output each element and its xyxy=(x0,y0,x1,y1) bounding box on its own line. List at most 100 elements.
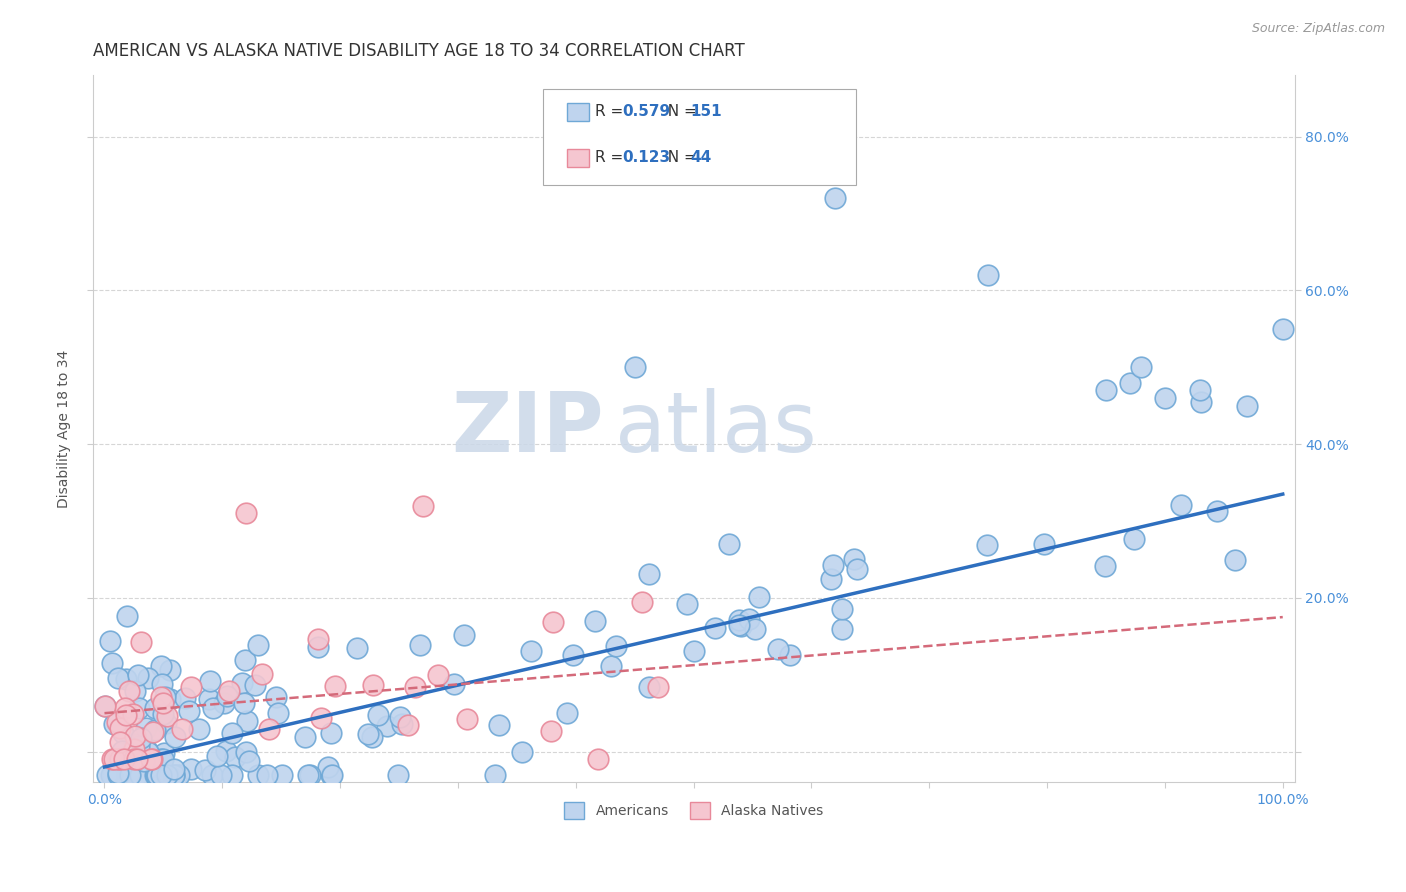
Y-axis label: Disability Age 18 to 34: Disability Age 18 to 34 xyxy=(58,350,72,508)
Point xyxy=(630,595,652,609)
Point xyxy=(110,744,132,758)
Point xyxy=(264,690,287,704)
Point xyxy=(738,612,761,626)
Point xyxy=(150,752,173,766)
Text: R =: R = xyxy=(595,151,633,165)
Point xyxy=(149,767,172,781)
Point xyxy=(356,727,378,741)
Point xyxy=(557,706,579,720)
Point xyxy=(122,741,145,756)
Point xyxy=(212,697,235,711)
Point xyxy=(180,762,202,776)
Point xyxy=(1189,384,1212,398)
Point xyxy=(93,698,115,713)
Point xyxy=(201,701,224,715)
Point xyxy=(172,723,194,737)
Point xyxy=(730,619,752,633)
Point xyxy=(1189,394,1212,409)
Point xyxy=(107,767,129,781)
Point xyxy=(1122,532,1144,546)
Text: Source: ZipAtlas.com: Source: ZipAtlas.com xyxy=(1251,22,1385,36)
Point xyxy=(321,767,343,781)
Point xyxy=(112,752,135,766)
Point xyxy=(100,767,122,781)
Point xyxy=(256,767,278,781)
Point xyxy=(398,718,420,732)
Point xyxy=(115,672,138,686)
Point xyxy=(156,767,179,781)
Point xyxy=(103,752,125,766)
Point xyxy=(218,683,240,698)
Point xyxy=(201,767,224,781)
Point xyxy=(156,709,179,723)
Point xyxy=(143,767,166,781)
Point xyxy=(605,639,627,653)
Point xyxy=(844,552,866,566)
Point xyxy=(319,767,342,781)
Point xyxy=(124,729,146,743)
Point xyxy=(194,763,217,777)
Point xyxy=(297,767,319,781)
Point xyxy=(583,614,606,628)
Point xyxy=(409,638,432,652)
Point xyxy=(163,762,186,776)
Point xyxy=(638,680,661,694)
Point xyxy=(387,767,409,781)
Point xyxy=(214,744,236,758)
Point xyxy=(375,719,398,733)
Point xyxy=(128,701,150,715)
Bar xyxy=(568,150,589,167)
Point xyxy=(159,663,181,677)
Point xyxy=(205,749,228,764)
Point xyxy=(484,767,506,781)
Point xyxy=(1154,391,1177,405)
Point xyxy=(235,745,257,759)
Point xyxy=(121,706,143,721)
Point xyxy=(1094,558,1116,573)
Bar xyxy=(568,103,589,121)
Point xyxy=(824,191,846,205)
Point xyxy=(246,767,269,781)
Point xyxy=(221,767,243,781)
Text: N =: N = xyxy=(658,104,702,120)
Point xyxy=(831,601,853,615)
Point xyxy=(977,268,1000,282)
Point xyxy=(319,725,342,739)
Point xyxy=(146,767,169,781)
Text: R =: R = xyxy=(595,104,628,120)
Point xyxy=(139,752,162,766)
Point xyxy=(846,562,869,576)
Point xyxy=(135,721,157,735)
Point xyxy=(600,658,623,673)
Point xyxy=(243,678,266,692)
Point xyxy=(163,730,186,744)
Point xyxy=(412,499,434,513)
Point xyxy=(96,767,118,781)
Point xyxy=(93,698,115,713)
Point xyxy=(718,537,741,551)
Point xyxy=(166,767,188,781)
Point xyxy=(727,618,749,632)
Point xyxy=(488,718,510,732)
Point xyxy=(1130,360,1153,375)
Point xyxy=(180,680,202,694)
Point xyxy=(224,750,246,764)
Point xyxy=(215,689,238,703)
Point xyxy=(323,679,346,693)
Point xyxy=(267,706,290,720)
Point xyxy=(127,668,149,682)
Point xyxy=(148,767,170,781)
Text: atlas: atlas xyxy=(616,388,817,469)
Point xyxy=(704,621,727,635)
Point xyxy=(309,711,332,725)
Point xyxy=(391,717,413,731)
Point xyxy=(163,767,186,781)
Point xyxy=(169,767,191,781)
Point xyxy=(115,608,138,623)
Point xyxy=(98,634,121,648)
Point xyxy=(271,767,294,781)
Point xyxy=(233,653,256,667)
Point xyxy=(128,739,150,754)
Point xyxy=(727,613,749,627)
Point xyxy=(744,622,766,636)
